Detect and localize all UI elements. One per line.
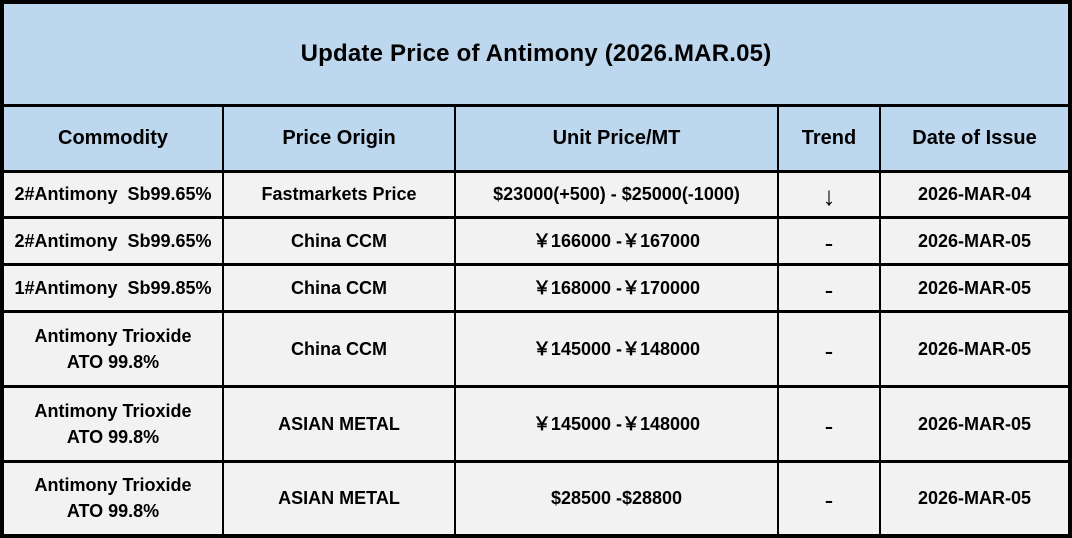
commodity-cell: 2#Antimony Sb99.65%	[4, 169, 224, 220]
trend-flat-dash: -	[777, 263, 881, 313]
commodity-cell: Antimony Trioxide ATO 99.8%	[4, 459, 224, 534]
page-title: Update Price of Antimony (2026.MAR.05)	[300, 40, 772, 67]
antimony-price-table: Commodity Price Origin Unit Price/MT Tre…	[4, 107, 1068, 534]
table-row: 2#Antimony Sb99.65% Fastmarkets Price $2…	[4, 169, 1068, 220]
commodity-cell: 1#Antimony Sb99.85%	[4, 263, 224, 313]
table-row: 1#Antimony Sb99.85% China CCM ￥168000 -￥…	[4, 263, 1068, 313]
trend-flat-dash: -	[777, 459, 881, 534]
trend-flat-dash: -	[777, 384, 881, 463]
table-row: Antimony Trioxide ATO 99.8% China CCM ￥1…	[4, 309, 1068, 388]
column-header-price-origin: Price Origin	[222, 107, 456, 173]
header-row: Commodity Price Origin Unit Price/MT Tre…	[4, 107, 1068, 173]
price-origin-cell: China CCM	[222, 309, 456, 388]
trend-flat-dash: -	[777, 216, 881, 267]
title-bar: Update Price of Antimony (2026.MAR.05)	[4, 4, 1068, 107]
unit-price-cell: ￥145000 -￥148000	[454, 384, 779, 463]
unit-price-cell: $23000(+500) - $25000(-1000)	[454, 169, 779, 220]
column-header-commodity: Commodity	[4, 107, 224, 173]
unit-price-cell: ￥168000 -￥170000	[454, 263, 779, 313]
trend-down-arrow-icon: ↓	[777, 169, 881, 220]
table-row: Antimony Trioxide ATO 99.8% ASIAN METAL …	[4, 384, 1068, 463]
table-row: Antimony Trioxide ATO 99.8% ASIAN METAL …	[4, 459, 1068, 534]
date-of-issue-cell: 2026-MAR-05	[879, 216, 1068, 267]
price-origin-cell: Fastmarkets Price	[222, 169, 456, 220]
price-origin-cell: China CCM	[222, 216, 456, 267]
column-header-date-of-issue: Date of Issue	[879, 107, 1068, 173]
commodity-cell: Antimony Trioxide ATO 99.8%	[4, 384, 224, 463]
date-of-issue-cell: 2026-MAR-05	[879, 459, 1068, 534]
commodity-cell: Antimony Trioxide ATO 99.8%	[4, 309, 224, 388]
table-row: 2#Antimony Sb99.65% China CCM ￥166000 -￥…	[4, 216, 1068, 267]
date-of-issue-cell: 2026-MAR-05	[879, 309, 1068, 388]
date-of-issue-cell: 2026-MAR-05	[879, 263, 1068, 313]
column-header-trend: Trend	[777, 107, 881, 173]
column-header-unit-price: Unit Price/MT	[454, 107, 779, 173]
unit-price-cell: $28500 -$28800	[454, 459, 779, 534]
date-of-issue-cell: 2026-MAR-05	[879, 384, 1068, 463]
price-origin-cell: ASIAN METAL	[222, 384, 456, 463]
unit-price-cell: ￥145000 -￥148000	[454, 309, 779, 388]
trend-flat-dash: -	[777, 309, 881, 388]
price-origin-cell: ASIAN METAL	[222, 459, 456, 534]
date-of-issue-cell: 2026-MAR-04	[879, 169, 1068, 220]
unit-price-cell: ￥166000 -￥167000	[454, 216, 779, 267]
commodity-cell: 2#Antimony Sb99.65%	[4, 216, 224, 267]
price-origin-cell: China CCM	[222, 263, 456, 313]
